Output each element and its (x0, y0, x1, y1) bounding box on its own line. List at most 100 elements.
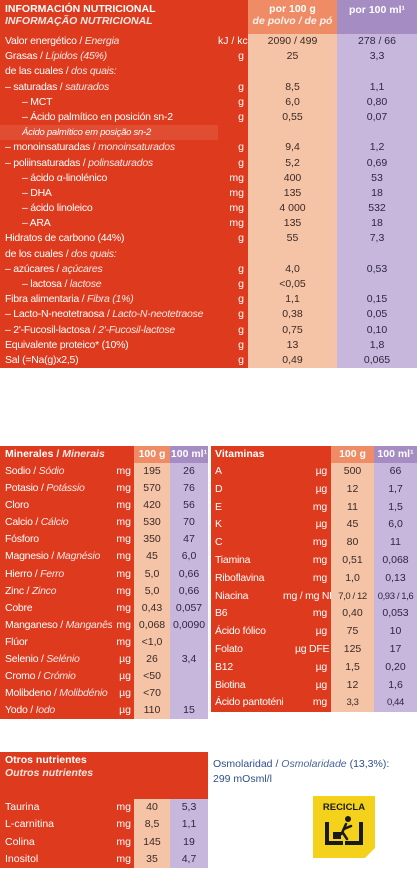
mineral-label: Yodo / Iodo (0, 702, 112, 720)
mineral-value-100ml: 0,057 (170, 599, 208, 617)
vitamin-value-100g: 7,0 / 12 (331, 587, 374, 606)
nutrient-row: Grasas / Lípidos (45%) g 25 3,3 (0, 49, 417, 65)
nutrient-unit: g (218, 277, 248, 293)
other-nutrient-value-100g: 35 (134, 850, 170, 869)
vitamins-col-100g: 100 g (331, 446, 374, 463)
nutrient-unit: mg (218, 201, 248, 217)
nutrient-unit: g (218, 261, 248, 277)
vitamin-label: Ácido pantoténico (211, 694, 294, 713)
nutrient-value-100ml: 532 (337, 201, 417, 217)
mineral-row: Yodo / Iodo µg 110 15 (0, 702, 208, 720)
vitamin-value-100ml: 6,0 (374, 516, 417, 535)
vitamin-value-100g: 75 (331, 623, 374, 641)
vitamin-value-100ml: 0,44 (374, 694, 417, 713)
vitamin-row: Ácido pantoténico mg 3,3 0,44 (211, 694, 417, 713)
mineral-unit: mg (112, 599, 134, 617)
mineral-label-pt: Zinco (31, 584, 57, 597)
nutrient-label: – ácido linoleico (0, 201, 218, 217)
recycle-bin-icon: RECICLA (313, 796, 375, 858)
nutrient-value-100ml: 0,10 (337, 322, 417, 338)
nutrient-value-100g: 2090 / 499 (248, 34, 337, 50)
mineral-unit: mg (112, 548, 134, 566)
vitamin-value-100ml: 0,93 / 1,6 (374, 587, 417, 606)
nutrient-label-es: de las cuales / (5, 65, 72, 78)
mineral-value-100ml (170, 633, 208, 652)
other-nutrient-row: Colina mg 145 19 (0, 833, 208, 851)
nutrient-label-es: – azúcares / (5, 262, 62, 275)
nutrient-label-es: – monoinsaturadas / (5, 141, 99, 154)
minerals-title-pt: Minerais (62, 448, 105, 460)
mineral-unit: mg (112, 582, 134, 600)
other-nutrient-label: Inositol (0, 850, 112, 869)
nutrient-row: – lactosa / lactose g <0,05 (0, 277, 417, 293)
nutrient-row: – DHA mg 135 18 (0, 185, 417, 202)
col-header-per-100g-line2: de polvo / de pó (252, 15, 333, 27)
other-nutrients-header: Otros nutrientes Outros nutrientes (0, 752, 208, 785)
nutrient-unit: g (218, 49, 248, 65)
vitamin-value-100g: 45 (331, 516, 374, 535)
nutrient-label-pt: monoinsaturados (98, 141, 175, 154)
nutrient-row: de las cuales / dos quais: (0, 64, 417, 80)
nutrient-label: – poliinsaturadas / polinsaturados (0, 155, 218, 171)
nutrient-value-100g: 0,55 (248, 109, 337, 126)
nutrient-label-pt: 2'-Fucosil-lactose (98, 323, 175, 336)
nutrient-unit: g (218, 79, 248, 95)
nutrient-label: – saturadas / saturados (0, 79, 218, 95)
mineral-row: Selenio / Selénio µg 26 3,4 (0, 651, 208, 669)
mineral-value-100g: 5,0 (134, 565, 170, 583)
nutrient-unit (218, 125, 248, 141)
mineral-label-pt: Sódio (38, 465, 65, 477)
vitamin-unit: mg (295, 551, 331, 570)
nutrient-label-pt: Fibra (1%) (86, 293, 134, 306)
main-table-title: INFORMACIÓN NUTRICIONAL INFORMAÇÃO NUTRI… (0, 0, 248, 34)
nutrient-label-pt: Energia (84, 35, 120, 47)
vitamin-value-100ml: 0,053 (374, 605, 417, 624)
mineral-label: Fósforo (0, 531, 112, 549)
vitamin-label: K (211, 516, 295, 535)
nutrient-value-100g: 5,2 (248, 155, 337, 171)
nutrient-value-100g: 55 (248, 231, 337, 247)
nutrient-row: Equivalente proteico* (10%) g 13 1,8 (0, 337, 417, 353)
nutrient-value-100ml: 0,15 (337, 292, 417, 308)
mineral-row: Cromo / Crómio µg <50 (0, 668, 208, 686)
minerals-table: Minerales / Minerais 100 g 100 ml¹ Sodio… (0, 446, 208, 720)
nutrient-value-100g: 0,38 (248, 307, 337, 323)
mineral-unit: µg (112, 702, 134, 720)
osmolarity-label: Osmolaridad / Osmolaridade (13,3%): (213, 757, 417, 772)
other-nutrient-label: L-carnitina (0, 816, 112, 834)
nutrient-value-100ml: 1,8 (337, 337, 417, 353)
mineral-label-pt: Potássio (46, 482, 85, 495)
mineral-label-pt: Molibdénio (59, 687, 108, 700)
mineral-label-es: Molibdeno / (5, 687, 60, 700)
nutrient-label-es: Grasas / (5, 50, 46, 63)
nutrient-value-100ml: 7,3 (337, 231, 417, 247)
mineral-row: Fósforo mg 350 47 (0, 531, 208, 549)
vitamin-unit: mg / mg NE (283, 587, 336, 606)
nutrient-unit: g (218, 155, 248, 171)
nutrient-label-es: – Ácido palmítico en posición sn-2 (22, 110, 173, 123)
vitamin-row: Niacina mg / mg NE 7,0 / 12 0,93 / 1,6 (211, 587, 417, 606)
nutrient-label-pt: lactose (69, 278, 102, 290)
mineral-row: Calcio / Cálcio mg 530 70 (0, 514, 208, 532)
nutrient-unit: mg (218, 185, 248, 202)
mineral-value-100g: <50 (134, 668, 170, 686)
other-nutrient-value-100ml: 4,7 (170, 850, 208, 869)
mineral-value-100ml: 47 (170, 531, 208, 549)
nutrient-label: Ácido palmítico em posição sn-2 (0, 125, 218, 141)
mineral-unit: mg (112, 633, 134, 652)
other-nutrients-body: Taurina mg 40 5,3 L-carnitina mg 8,5 1,1 Colina m… (0, 799, 208, 869)
nutrient-value-100g: 9,4 (248, 140, 337, 156)
vitamin-unit: mg (295, 605, 331, 624)
nutrient-label: – 2'-Fucosil-lactosa / 2'-Fucosil-lactos… (0, 322, 218, 338)
vitamin-label: E (211, 498, 295, 517)
vitamin-value-100g: 0,40 (331, 605, 374, 624)
nutrient-row: Fibra alimentaria / Fibra (1%) g 1,1 0,15 (0, 292, 417, 308)
nutrient-value-100g: 135 (248, 185, 337, 202)
nutrient-label-pt: Lípidos (45%) (45, 50, 107, 63)
mineral-label: Hierro / Ferro (0, 565, 112, 583)
